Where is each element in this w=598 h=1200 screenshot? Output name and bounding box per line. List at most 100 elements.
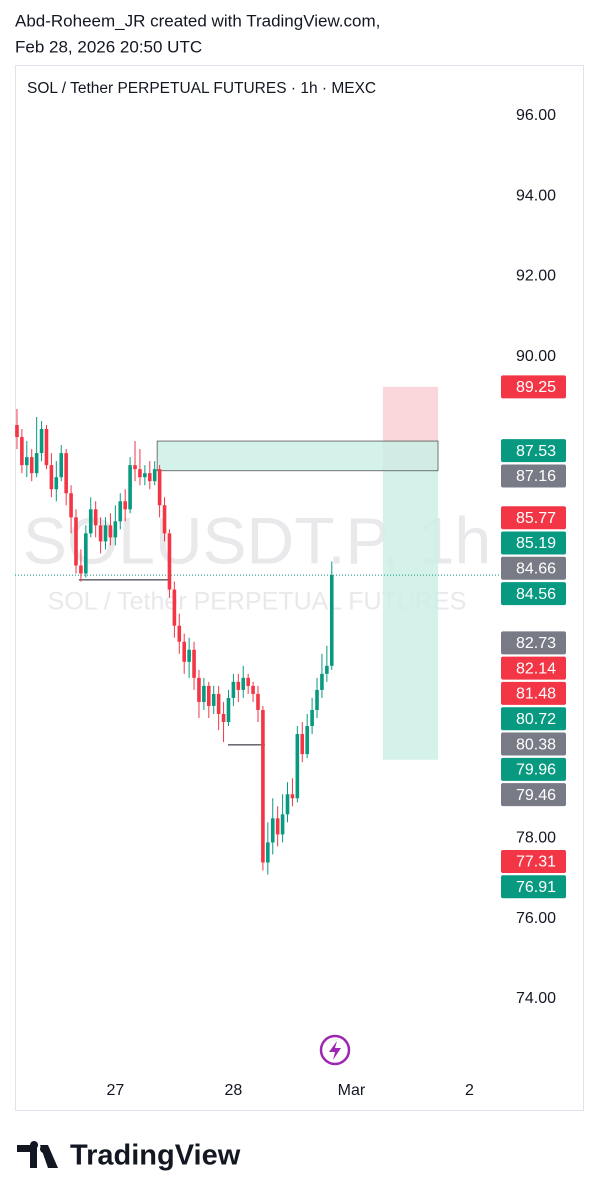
logo [17,1141,58,1168]
candle-body [329,575,334,666]
price-tag-label: 81.48 [516,686,556,703]
candle-body [241,677,246,690]
x-tick-label: 27 [106,1082,124,1099]
candle-body [310,709,314,727]
y-tick-label: 96.00 [516,107,556,124]
candle-body [256,693,260,710]
candle-body [147,473,152,482]
candle-body [15,425,19,438]
candle-body [108,525,113,538]
price-tag [501,757,566,781]
price-tag-label: 82.14 [516,660,556,677]
price-tag-label: 80.38 [516,736,556,753]
candle-body [300,734,305,755]
price-tag [501,732,566,756]
price-tag [501,375,566,399]
candle-body [49,465,54,490]
author-line: Abd-Roheem_JR created with TradingView.c… [15,11,380,30]
candle-body [157,469,162,506]
x-tick-label: 2 [465,1082,474,1099]
zone [156,440,439,472]
candle-body [64,453,68,494]
candle-body [39,429,44,454]
candle-body [74,517,78,566]
candle-body [98,525,103,542]
replay-icon[interactable] [319,1034,351,1066]
price-tag [501,631,566,655]
candle-body [177,625,182,642]
candle-body [143,473,147,478]
price-tag [501,681,566,705]
candle-body [138,469,142,478]
price-tag [501,464,566,488]
brand: TradingView [70,1140,241,1172]
chart-frame [15,65,584,1111]
candle-body [261,709,265,863]
candle-body [221,713,226,723]
price-tag-label: 84.66 [516,561,556,578]
price-tag-label: 84.56 [516,586,556,603]
y-tick-label: 74.00 [516,990,556,1007]
candle-body [192,649,196,678]
price-tag-label: 79.46 [516,787,556,804]
candle-body [315,689,319,710]
logo-mark [17,1141,58,1168]
candle-body [103,525,108,542]
candle-body [207,685,211,706]
price-tag [501,439,566,463]
candle-body [113,521,118,538]
candle-body [320,673,324,690]
candle-body [226,697,231,723]
candle-body [172,589,177,626]
candle-body [69,493,73,518]
candle-body [29,457,34,474]
candle-body [246,677,250,686]
candle-body [187,649,191,662]
candle-body [133,465,137,470]
timestamp: Feb 28, 2026 20:50 UTC [15,37,202,56]
candle-body [236,681,241,690]
candle-body [44,429,49,466]
logo-dot [40,1145,48,1153]
price-tag [501,506,566,530]
price-tag-label: 82.73 [516,635,556,652]
price-tag-label: 87.16 [516,468,556,485]
icon-circle [319,1034,351,1066]
y-tick-label: 92.00 [516,268,556,285]
candle-body [123,501,127,510]
price-tag-label: 77.31 [516,854,556,871]
price-tag [501,707,566,731]
candle-body [295,734,300,799]
candle-body [280,814,285,835]
price-tag [501,783,566,807]
candle-body [59,453,64,478]
candle-body [118,501,123,522]
icon-bolt [329,1041,341,1060]
candle-body [54,477,59,490]
price-tag [501,582,566,606]
price-tag-label: 80.72 [516,711,556,728]
candle-body [152,469,157,482]
candle-body [20,437,24,466]
candle-body [305,726,309,755]
price-tag-label: 79.96 [516,762,556,779]
price-tag [501,656,566,680]
candle-body [88,509,93,534]
candle-body [197,677,201,702]
y-tick-label: 76.00 [516,910,556,927]
plot-area: 96.0094.0092.0090.0084.0078.0076.0074.00… [15,107,566,1099]
zone [382,470,439,760]
candle-body [211,693,216,706]
candle-body [25,457,29,466]
y-tick-label: 78.00 [516,830,556,847]
price-tag [501,556,566,580]
candle-body [84,533,88,574]
candle-body [275,818,280,835]
price-tag-label: 89.25 [516,379,556,396]
candle-body [79,565,83,574]
candle-body [93,509,98,526]
candle-body [325,665,329,674]
x-tick-label: Mar [338,1082,366,1099]
